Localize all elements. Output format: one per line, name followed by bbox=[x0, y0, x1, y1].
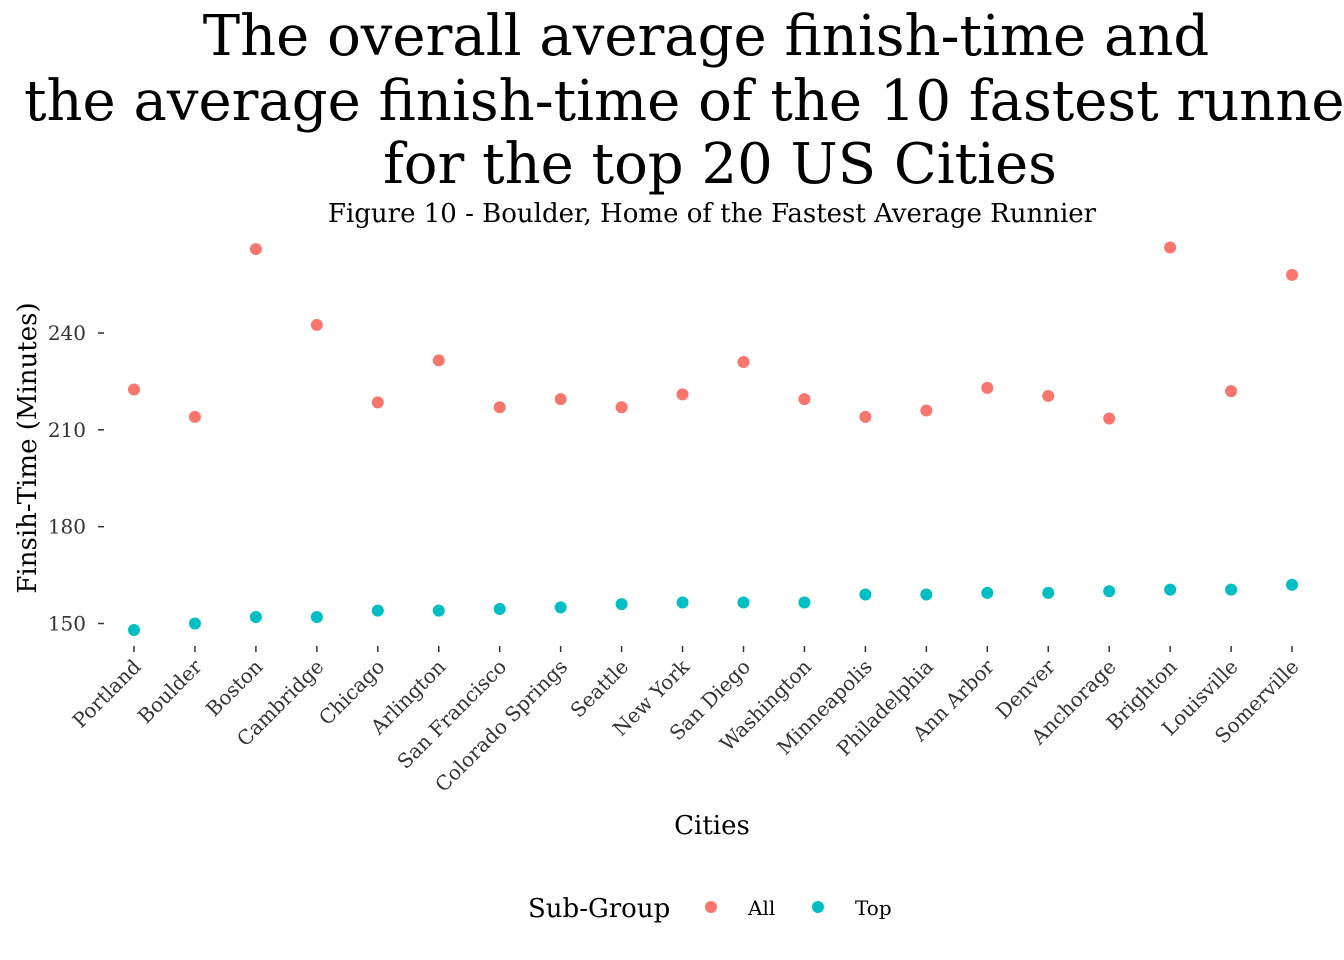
point-top bbox=[188, 617, 201, 630]
legend-swatch-top bbox=[812, 901, 824, 913]
legend-title: Sub-Group bbox=[528, 894, 670, 924]
point-top bbox=[554, 601, 567, 614]
point-all bbox=[1042, 389, 1055, 402]
point-top bbox=[128, 623, 140, 636]
point-all bbox=[676, 388, 689, 401]
title-line-2: the average finish-time of the 10 fastes… bbox=[24, 69, 1344, 134]
point-top bbox=[310, 611, 323, 624]
x-tick-label: Portland bbox=[68, 654, 146, 732]
point-top bbox=[371, 604, 384, 617]
legend-label-all: All bbox=[747, 896, 775, 920]
point-top bbox=[1286, 578, 1299, 591]
point-all bbox=[128, 383, 140, 396]
y-tick-label: 210 bbox=[48, 418, 86, 442]
point-all bbox=[981, 381, 994, 394]
point-top bbox=[432, 604, 445, 617]
point-all bbox=[188, 410, 201, 423]
y-tick-label: 180 bbox=[48, 515, 86, 539]
title-line-3: for the top 20 US Cities bbox=[383, 132, 1057, 197]
point-top bbox=[1103, 585, 1116, 598]
x-axis: PortlandBoulderBostonCambridgeChicagoArl… bbox=[68, 646, 1304, 797]
series-top bbox=[128, 578, 1299, 636]
y-axis-title: Finsih-Time (Minutes) bbox=[13, 302, 43, 593]
point-top bbox=[1225, 583, 1238, 596]
point-all bbox=[615, 401, 628, 414]
point-all bbox=[554, 393, 567, 406]
point-all bbox=[859, 410, 872, 423]
x-axis-title: Cities bbox=[674, 811, 750, 841]
point-top bbox=[737, 596, 750, 609]
point-top bbox=[493, 602, 506, 615]
legend-swatch-all bbox=[705, 901, 717, 913]
point-all bbox=[371, 396, 384, 409]
point-all bbox=[432, 354, 445, 367]
point-all bbox=[310, 318, 323, 331]
point-all bbox=[1286, 268, 1299, 281]
point-all bbox=[1103, 412, 1116, 425]
x-tick-label: Boulder bbox=[133, 654, 207, 728]
point-all bbox=[1225, 385, 1238, 398]
point-top bbox=[920, 588, 933, 601]
point-top bbox=[676, 596, 689, 609]
point-top bbox=[1042, 586, 1055, 599]
chart-title: The overall average finish-time and the … bbox=[24, 4, 1344, 197]
y-tick-label: 240 bbox=[48, 321, 86, 345]
point-top bbox=[981, 586, 994, 599]
point-all bbox=[249, 243, 262, 256]
x-tick-label: San Francisco bbox=[392, 655, 511, 774]
data-points bbox=[128, 241, 1299, 636]
point-top bbox=[1164, 583, 1177, 596]
point-all bbox=[493, 401, 506, 414]
point-top bbox=[798, 596, 811, 609]
point-top bbox=[615, 598, 628, 611]
title-line-1: The overall average finish-time and bbox=[203, 4, 1210, 69]
legend-label-top: Top bbox=[855, 896, 892, 920]
point-all bbox=[1164, 241, 1177, 254]
point-all bbox=[920, 404, 933, 417]
chart-subtitle: Figure 10 - Boulder, Home of the Fastest… bbox=[328, 199, 1097, 229]
point-all bbox=[737, 356, 750, 369]
y-axis: 150 180 210 240 bbox=[48, 321, 104, 636]
legend: Sub-Group All Top bbox=[528, 894, 892, 924]
y-tick-label: 150 bbox=[48, 612, 86, 636]
point-top bbox=[859, 588, 872, 601]
point-all bbox=[798, 393, 811, 406]
series-all bbox=[128, 241, 1299, 425]
point-top bbox=[249, 611, 262, 624]
